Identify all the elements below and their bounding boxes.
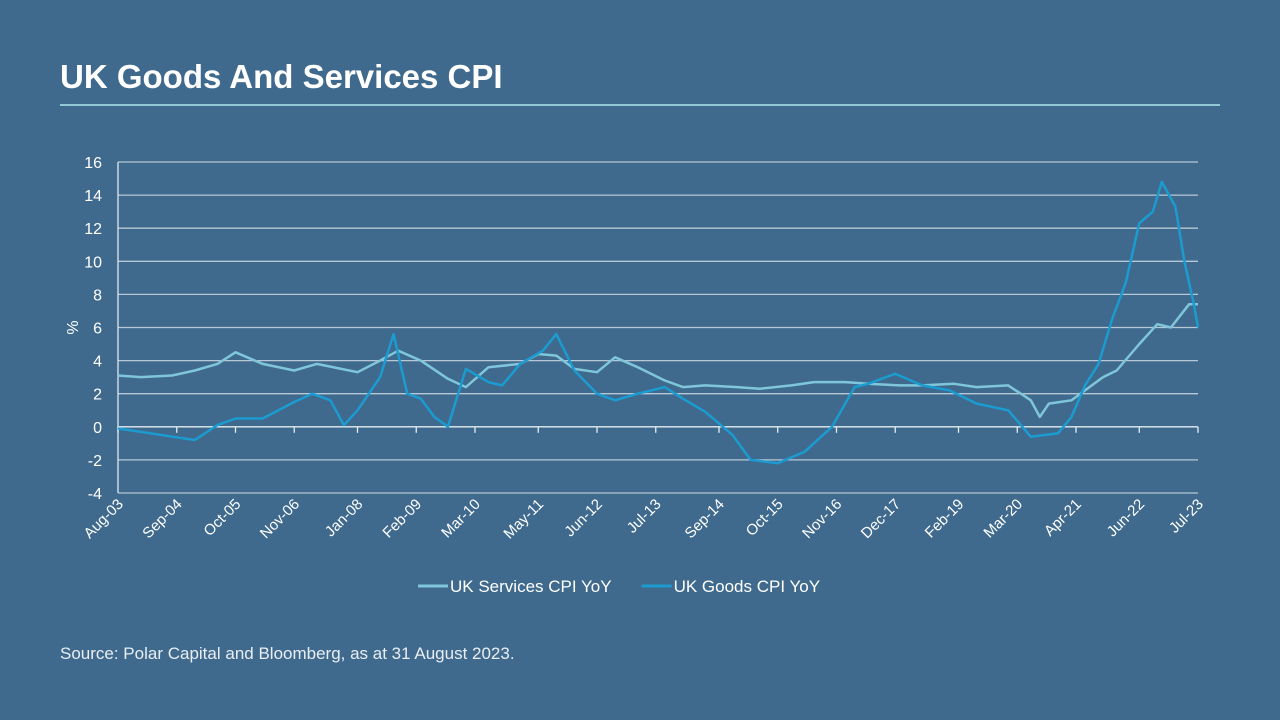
x-tick-label: Nov-16 [799, 496, 845, 542]
legend-label: UK Goods CPI YoY [674, 577, 820, 596]
x-tick-label: Apr-21 [1041, 496, 1085, 540]
y-tick-label: 12 [84, 221, 102, 238]
legend-label: UK Services CPI YoY [450, 577, 612, 596]
x-tick-label: Feb-19 [922, 496, 968, 542]
source-note: Source: Polar Capital and Bloomberg, as … [60, 644, 515, 663]
x-tick-label: Jul-23 [1166, 496, 1207, 537]
y-tick-label: -4 [88, 486, 102, 503]
title-divider [60, 104, 1220, 106]
x-tick-label: Feb-09 [379, 496, 425, 542]
y-tick-label: -2 [88, 453, 102, 470]
x-tick-label: Sep-14 [682, 496, 728, 542]
y-tick-label: 2 [93, 387, 102, 404]
x-tick-label: Dec-17 [858, 496, 904, 542]
x-tick-label: Jun-22 [1104, 496, 1148, 540]
x-tick-label: Oct-15 [743, 496, 787, 540]
y-tick-label: 4 [93, 354, 102, 371]
page-title: UK Goods And Services CPI [60, 58, 503, 95]
y-tick-label: 8 [93, 287, 102, 304]
y-tick-label: 10 [84, 254, 102, 271]
y-axis-label: % [65, 320, 82, 334]
x-tick-label: Mar-10 [438, 496, 484, 542]
x-tick-label: Oct-05 [200, 496, 244, 540]
x-tick-label: Jun-12 [561, 496, 605, 540]
x-tick-label: Sep-04 [139, 496, 185, 542]
x-tick-label: Nov-06 [257, 496, 303, 542]
y-tick-label: 14 [84, 188, 102, 205]
goods-cpi-line [117, 180, 1200, 465]
y-tick-label: 16 [84, 155, 102, 172]
x-tick-label: Jul-13 [624, 496, 665, 537]
services-cpi-line [117, 303, 1198, 419]
x-tick-label: Jan-08 [322, 496, 366, 540]
y-tick-label: 0 [93, 420, 102, 437]
x-tick-label: Mar-20 [980, 496, 1026, 542]
x-tick-label: May-11 [500, 496, 547, 543]
y-tick-label: 6 [93, 321, 102, 338]
